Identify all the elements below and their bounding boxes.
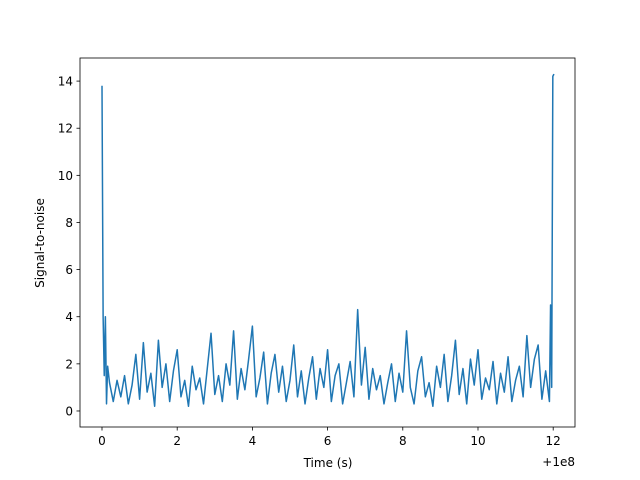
plot-frame xyxy=(79,57,576,428)
x-tick-label: 2 xyxy=(173,434,181,448)
y-tick-label: 2 xyxy=(65,357,73,371)
data-line xyxy=(101,73,555,408)
y-axis-label: Signal-to-noise xyxy=(33,198,47,288)
y-tick-label: 4 xyxy=(65,310,73,324)
x-offset-label: +1e8 xyxy=(542,455,575,469)
x-tick-label: 12 xyxy=(546,434,561,448)
y-tick-label: 6 xyxy=(65,263,73,277)
x-axis-label: Time (s) xyxy=(303,456,353,470)
y-tick-label: 12 xyxy=(58,122,73,136)
x-tick-label: 6 xyxy=(324,434,332,448)
x-tick-label: 4 xyxy=(249,434,257,448)
y-tick-label: 10 xyxy=(58,169,73,183)
x-tick-label: 8 xyxy=(399,434,407,448)
x-tick-label: 0 xyxy=(98,434,106,448)
y-tick-label: 8 xyxy=(65,216,73,230)
x-tick-label: 10 xyxy=(470,434,485,448)
y-tick-label: 0 xyxy=(65,404,73,418)
y-tick-label: 14 xyxy=(58,75,73,89)
